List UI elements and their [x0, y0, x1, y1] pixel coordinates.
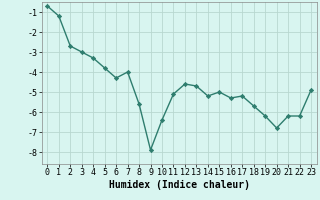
- X-axis label: Humidex (Indice chaleur): Humidex (Indice chaleur): [109, 180, 250, 190]
